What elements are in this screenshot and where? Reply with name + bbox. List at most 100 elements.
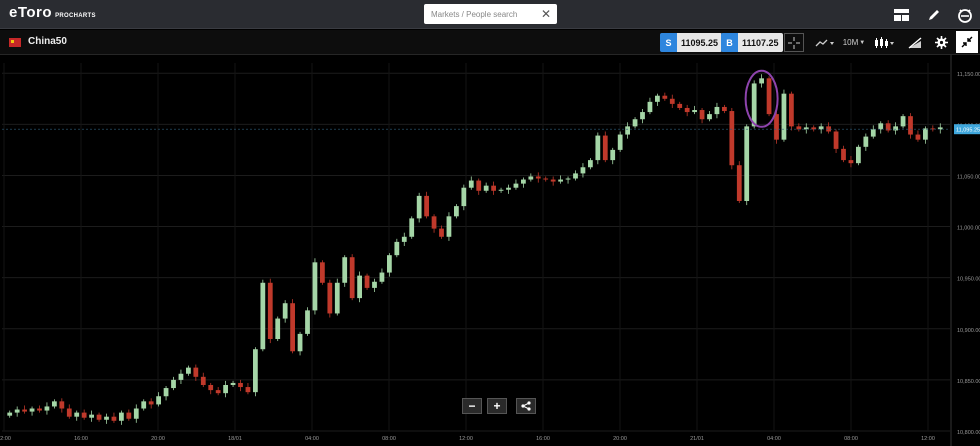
candle-body [677, 103, 683, 108]
zoom-out-button[interactable]: − [462, 398, 482, 414]
candle-body [885, 123, 891, 131]
candle-body [550, 179, 556, 182]
candle-body [357, 275, 362, 299]
candle-body [729, 111, 735, 166]
candle-body [186, 367, 191, 374]
candle-body [506, 187, 511, 190]
candle-body [915, 134, 921, 140]
etoro-logo[interactable]: eToro PROCHARTS [9, 5, 96, 21]
candle-body [37, 408, 42, 411]
highlight-ellipse [744, 69, 779, 128]
candle-body [7, 412, 13, 416]
candle-body [66, 408, 72, 417]
candle-body [297, 333, 303, 352]
candle-body [684, 107, 690, 113]
candle-body [528, 176, 534, 180]
candle-body [119, 412, 124, 421]
candle-body [96, 414, 102, 420]
collapse-icon [961, 36, 973, 48]
candle-body [148, 401, 154, 405]
y-tick-label: 10,800.00 [957, 430, 980, 436]
candle-body [364, 275, 370, 288]
chart-type-button[interactable] [872, 33, 896, 52]
candle-body [52, 401, 57, 407]
candlestick-icon [875, 36, 894, 48]
candle-body [22, 409, 27, 412]
settings-button[interactable] [932, 33, 950, 52]
candle-body [937, 127, 943, 130]
drawing-tools-button[interactable] [906, 33, 924, 52]
candle-body [14, 409, 20, 413]
candle-body [930, 128, 936, 130]
candle-body [669, 98, 675, 104]
candle-body [856, 146, 861, 164]
candle-body [662, 95, 668, 99]
candle-body [766, 78, 772, 115]
crosshair-icon [788, 36, 800, 49]
fullscreen-button[interactable] [956, 31, 978, 53]
candle-body [744, 126, 750, 201]
pencil-icon[interactable] [924, 5, 943, 24]
x-tick-label: 20:00 [151, 436, 165, 442]
candle-body [893, 126, 898, 131]
x-tick-label: 08:00 [844, 436, 858, 442]
top-bar: eToro PROCHARTS ✕ [0, 0, 980, 29]
candle-body [223, 385, 228, 394]
indicators-button[interactable] [813, 33, 837, 52]
candle-body [789, 93, 794, 127]
y-tick-label: 10,900.00 [957, 328, 980, 334]
chart-toolbar: China50 S 11095.25 B 11107.25 10M ▼ [0, 30, 980, 55]
candle-body [699, 110, 705, 120]
x-tick-label: 16:00 [536, 436, 550, 442]
candle-body [245, 387, 251, 393]
candle-body [260, 282, 266, 350]
buy-button[interactable]: B 11107.25 [721, 33, 783, 52]
candle-body [848, 160, 854, 164]
candle-body [334, 282, 340, 314]
buy-price: 11107.25 [738, 33, 783, 52]
candle-body [305, 310, 310, 334]
candle-body [491, 185, 496, 191]
x-tick-label: 20:00 [613, 436, 627, 442]
candle-body [89, 414, 94, 418]
candle-body [580, 167, 586, 174]
etoro-mascot-icon[interactable] [955, 5, 974, 24]
sell-price: 11095.25 [677, 33, 723, 52]
price-chart[interactable]: 11,150.0011,100.0011,050.0011,000.0010,9… [0, 55, 980, 446]
candle-body [230, 382, 236, 385]
timeframe-select[interactable]: 10M ▼ [842, 33, 866, 52]
search-input[interactable] [424, 4, 536, 24]
candle-body [826, 126, 831, 132]
crosshair-button[interactable] [784, 33, 804, 52]
candle-body [44, 406, 50, 411]
layout-icon[interactable] [892, 5, 911, 24]
sell-button[interactable]: S 11095.25 [660, 33, 723, 52]
candle-body [818, 126, 824, 130]
candle-body [573, 173, 578, 179]
search-box[interactable]: ✕ [424, 4, 557, 24]
x-tick-label: 04:00 [767, 436, 781, 442]
candle-body [394, 241, 400, 256]
candle-body [349, 257, 355, 299]
candle-body [498, 189, 504, 191]
candle-body [156, 396, 161, 405]
y-tick-label: 10,950.00 [957, 277, 980, 283]
drawing-tool-icon [908, 36, 922, 49]
candle-body [238, 382, 243, 388]
china-flag-icon [9, 38, 21, 47]
candle-body [141, 401, 147, 409]
x-tick-label: 12:00 [0, 436, 11, 442]
candle-body [647, 101, 653, 113]
candle-body [595, 135, 601, 161]
candle-body [416, 195, 422, 219]
candle-body [781, 93, 787, 140]
candle-body [290, 303, 295, 352]
share-button[interactable] [516, 398, 536, 414]
candle-body [714, 106, 720, 115]
candle-body [707, 114, 712, 120]
close-icon[interactable]: ✕ [540, 7, 551, 21]
zoom-in-button[interactable]: + [487, 398, 507, 414]
candle-body [461, 187, 467, 207]
timeframe-value: 10M [842, 38, 859, 47]
x-tick-label: 21/01 [690, 436, 704, 442]
